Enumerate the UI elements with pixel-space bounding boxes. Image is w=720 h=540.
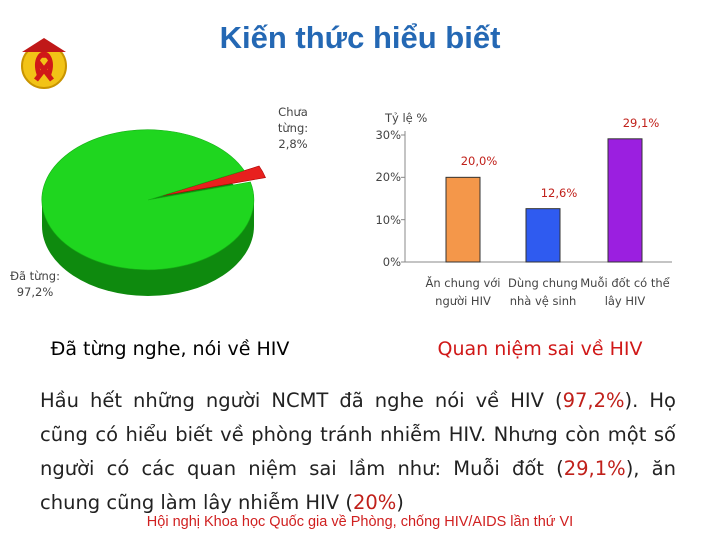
pie-label: Đã từng: 97,2%	[0, 268, 70, 300]
paragraph-text: )	[396, 491, 404, 514]
pie-value-label: 97,2%	[16, 285, 54, 299]
value-label: 29,1%	[622, 115, 660, 130]
y-tick-label: 20%	[375, 170, 401, 185]
paragraph-text: 20%	[352, 491, 397, 514]
x-tick-label: Dùng chung nhà vệ sinh	[508, 276, 578, 308]
pie-label: Chưa từng: 2,8%	[268, 104, 318, 152]
paragraph-text: 97,2%	[562, 389, 625, 412]
y-tick-label: 10%	[375, 212, 401, 227]
chart-caption: Quan niệm sai về HIV	[437, 338, 643, 360]
paragraph-text: ). Họ cũng có hiểu biết về phòng tránh n…	[40, 389, 676, 480]
paragraph-text: Hầu hết những người NCMT đã nghe nói về …	[40, 389, 563, 412]
paragraph-text: 29,1%	[563, 457, 626, 480]
y-tick-label: 0%	[382, 255, 401, 269]
pie-value-label: 2,8%	[278, 137, 308, 151]
bar	[445, 176, 481, 263]
pie-category: Chưa từng:	[277, 105, 309, 135]
value-label: 20,0%	[460, 154, 498, 169]
pie-slice	[41, 129, 255, 271]
bar	[525, 208, 561, 263]
bar	[607, 138, 643, 263]
paragraph: Hầu hết những người NCMT đã nghe nói về …	[40, 384, 676, 520]
y-axis-label: Tỷ lệ %	[385, 111, 428, 125]
x-tick-label: Muỗi đốt có thể lây HIV	[580, 276, 670, 308]
y-tick-label: 30%	[375, 128, 401, 142]
logo	[21, 38, 67, 89]
value-label: 12,6%	[540, 185, 578, 200]
pie-slice	[162, 165, 266, 196]
footer: Hội nghị Khoa học Quốc gia về Phòng, chố…	[146, 514, 574, 530]
x-tick-label: Ăn chung với người HIV	[425, 276, 501, 308]
slide-title: Kiến thức hiểu biết	[219, 20, 501, 55]
pie-category: Đã từng:	[10, 269, 60, 283]
paragraph-text: ), ăn chung cũng làm lây nhiễm HIV (	[40, 457, 676, 514]
chart-caption: Đã từng nghe, nói về HIV	[50, 338, 290, 360]
